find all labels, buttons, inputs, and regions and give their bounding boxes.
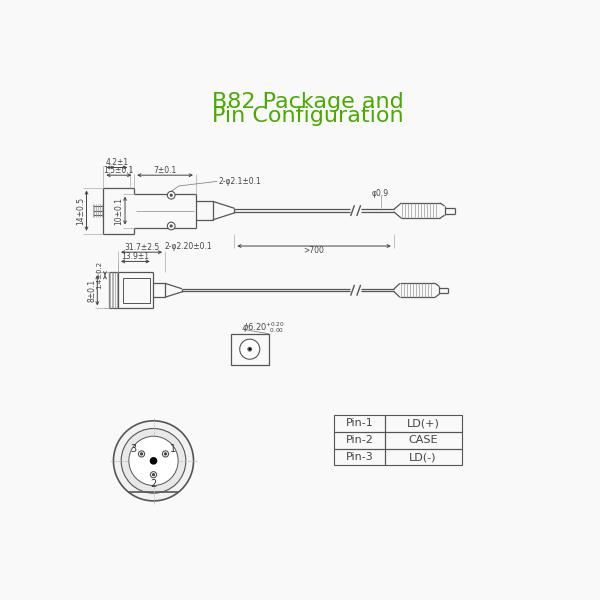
Circle shape [170, 194, 172, 196]
Text: 1.4±0.2: 1.4±0.2 [97, 261, 103, 289]
Bar [334, 431, 385, 449]
Bar [385, 449, 461, 466]
Circle shape [170, 225, 172, 227]
Text: LD(-): LD(-) [409, 452, 437, 462]
Text: LD(+): LD(+) [407, 418, 439, 428]
Circle shape [163, 451, 169, 457]
Text: CASE: CASE [408, 435, 438, 445]
Text: φ0.9: φ0.9 [372, 189, 389, 198]
Circle shape [151, 472, 157, 478]
Text: $\phi$6.20$^{+0.20}_{\ \ 0.00}$: $\phi$6.20$^{+0.20}_{\ \ 0.00}$ [242, 320, 285, 335]
Circle shape [151, 458, 157, 464]
Text: 10±0.1: 10±0.1 [115, 197, 124, 224]
Text: Pin-3: Pin-3 [346, 452, 373, 462]
Circle shape [139, 451, 145, 457]
Circle shape [249, 349, 250, 350]
Text: Pin-2: Pin-2 [346, 435, 373, 445]
Circle shape [167, 191, 175, 199]
Text: 3: 3 [130, 444, 137, 454]
Text: 13.9±1: 13.9±1 [121, 252, 149, 262]
Circle shape [164, 453, 166, 455]
Bar [385, 431, 461, 449]
Text: >700: >700 [304, 246, 325, 255]
Circle shape [152, 474, 154, 476]
Text: 1.5±0.1: 1.5±0.1 [104, 166, 134, 175]
Text: 1: 1 [170, 444, 176, 454]
Text: 14±0.5: 14±0.5 [76, 197, 85, 224]
Text: Pin Configuration: Pin Configuration [212, 106, 403, 126]
Circle shape [240, 339, 260, 359]
Text: 8±0.1: 8±0.1 [88, 279, 97, 302]
Text: Pin-1: Pin-1 [346, 418, 373, 428]
Circle shape [140, 453, 142, 455]
Text: 2-φ2.20±0.1: 2-φ2.20±0.1 [164, 242, 212, 251]
Text: 31.7±2.5: 31.7±2.5 [124, 243, 159, 252]
Bar [334, 449, 385, 466]
Bar [334, 415, 385, 431]
Circle shape [113, 421, 194, 501]
Text: 7±0.1: 7±0.1 [154, 166, 176, 175]
Bar [230, 334, 269, 365]
Text: B82 Package and: B82 Package and [212, 92, 403, 112]
Bar [124, 278, 150, 303]
Circle shape [129, 436, 178, 485]
Text: 4.2±1: 4.2±1 [106, 158, 128, 167]
Circle shape [248, 347, 251, 351]
Circle shape [121, 428, 186, 493]
Text: 2: 2 [151, 479, 157, 489]
Text: 2-φ2.1±0.1: 2-φ2.1±0.1 [219, 177, 262, 186]
Bar [385, 415, 461, 431]
Circle shape [167, 222, 175, 230]
